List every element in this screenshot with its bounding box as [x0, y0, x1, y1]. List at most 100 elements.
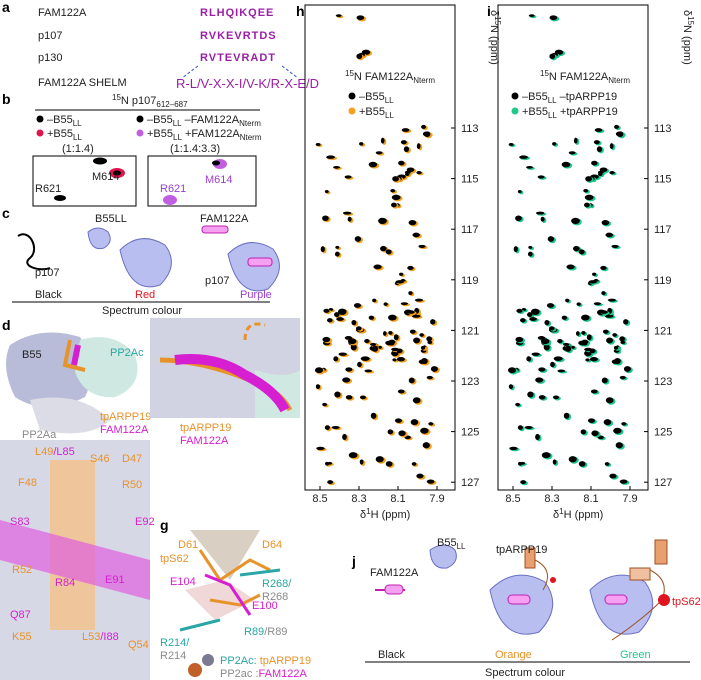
legend-dot	[36, 115, 44, 123]
peak	[351, 319, 357, 326]
x-axis-title: δ1H (ppm)	[553, 507, 603, 521]
peak	[614, 357, 621, 365]
spectrum-colour: Orange	[495, 649, 532, 661]
p107-chain	[17, 233, 51, 271]
peak	[602, 329, 609, 334]
residue: E100	[252, 600, 278, 612]
legend-dot	[348, 92, 356, 100]
residue: R52	[12, 564, 32, 576]
peak	[581, 330, 586, 335]
peak	[398, 430, 406, 437]
peak	[589, 348, 596, 354]
text: N (ppm)	[488, 25, 500, 65]
label: PP2Ac	[110, 347, 144, 359]
peak	[426, 336, 433, 342]
panel-label: d	[2, 317, 11, 333]
peak	[373, 264, 382, 270]
peak	[364, 339, 370, 344]
peak	[515, 215, 522, 222]
peak	[615, 442, 623, 449]
peak	[344, 175, 352, 179]
peak	[398, 160, 405, 166]
peak	[334, 312, 340, 318]
peak	[327, 461, 333, 465]
peak	[383, 302, 388, 306]
peak	[342, 211, 352, 215]
peak	[430, 366, 438, 372]
peak	[617, 131, 624, 138]
peak	[426, 479, 435, 484]
peak	[546, 303, 554, 308]
peak	[388, 314, 397, 321]
peak	[428, 422, 434, 426]
peak	[593, 140, 600, 145]
b55-shape	[589, 574, 654, 635]
residue: R89/R89	[244, 626, 287, 638]
peak	[334, 251, 340, 257]
peak	[517, 190, 522, 194]
peak	[357, 361, 362, 368]
peak	[520, 461, 526, 465]
text: 15	[493, 16, 502, 25]
peak	[322, 336, 331, 343]
legend-dot	[136, 129, 144, 137]
peak	[408, 377, 415, 384]
label: PP2Aa	[22, 429, 57, 441]
peak	[396, 356, 405, 362]
peak	[552, 395, 560, 400]
peak	[430, 319, 436, 325]
peak	[544, 319, 550, 326]
peak	[368, 315, 375, 320]
residue: Q54	[128, 639, 149, 651]
legend-dot	[511, 107, 519, 115]
residue: F48	[18, 477, 37, 489]
peak	[378, 217, 387, 224]
text: δ	[681, 10, 693, 16]
peak	[566, 264, 575, 270]
peak	[578, 249, 585, 255]
legend-bg	[508, 66, 646, 120]
axes: 8.5 8.3 8.1 7.9113115117119121123125127δ1H …	[312, 10, 695, 521]
peak	[370, 412, 377, 419]
helix	[247, 257, 273, 267]
legend-title: 15N FAM122ANterm	[345, 69, 435, 85]
phospho	[658, 594, 670, 606]
peak	[613, 345, 619, 350]
connector	[181, 65, 299, 79]
peak	[356, 326, 362, 331]
peak	[396, 348, 403, 354]
residue: tpS62	[160, 553, 189, 565]
peak	[563, 342, 570, 346]
peak	[335, 245, 340, 249]
spectrum-colour: Purple	[240, 289, 272, 301]
peak	[604, 314, 614, 318]
peak	[590, 389, 598, 394]
peak	[520, 480, 527, 485]
peak	[424, 131, 431, 138]
peak	[360, 356, 370, 361]
peak	[578, 461, 586, 467]
peak	[390, 202, 397, 208]
text: δ	[488, 10, 500, 16]
residue: D64	[262, 539, 282, 551]
helix	[201, 225, 229, 234]
peak	[516, 308, 523, 313]
peak	[419, 333, 424, 337]
peak	[620, 340, 626, 344]
label: B55	[22, 349, 42, 361]
peak	[565, 345, 572, 352]
peak	[601, 220, 610, 226]
peak	[593, 302, 602, 306]
ribbon	[243, 322, 266, 341]
residue: R214/R214	[160, 637, 190, 662]
peak	[600, 310, 608, 314]
peak	[324, 190, 329, 194]
motif-name: FAM122A SHELM	[38, 77, 127, 89]
y-axis-title: δ15N (ppm)	[681, 10, 695, 65]
peak	[409, 329, 416, 334]
peak	[598, 172, 603, 176]
helix	[654, 539, 668, 565]
peak	[347, 338, 357, 345]
sticks	[198, 549, 271, 607]
